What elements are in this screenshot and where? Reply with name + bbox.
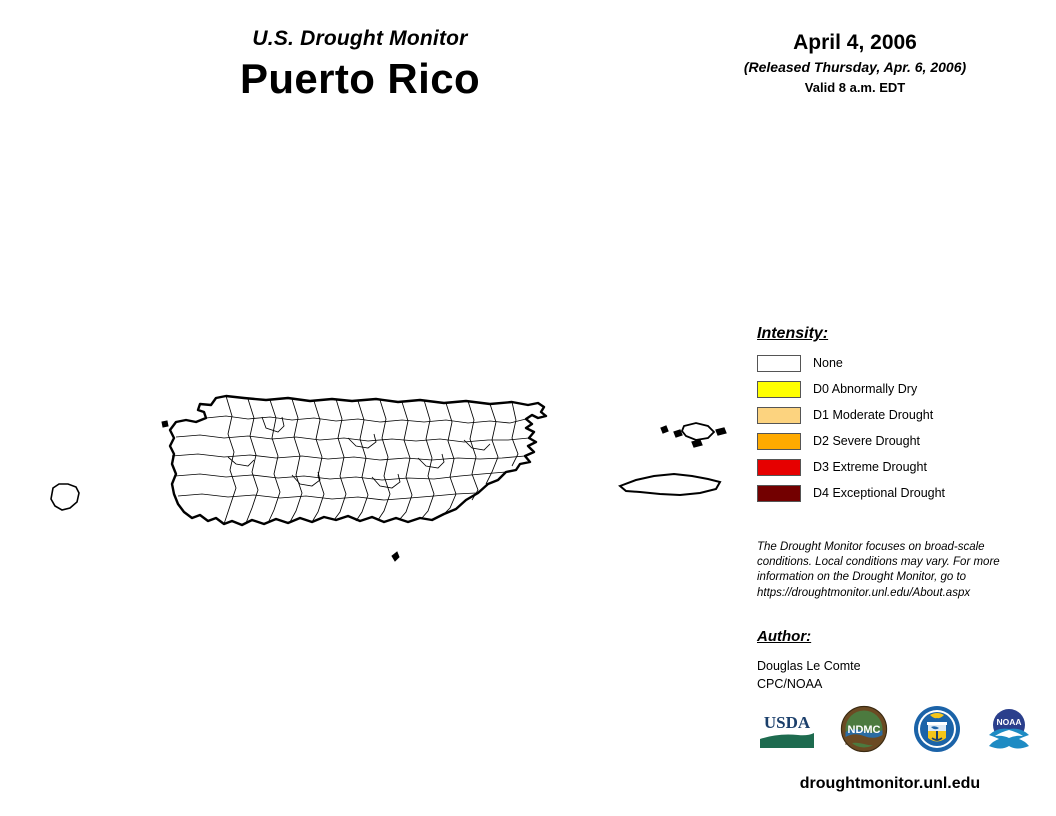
island-caja-de-muertos xyxy=(391,551,400,562)
date-block: April 4, 2006 (Released Thursday, Apr. 6… xyxy=(700,31,1010,96)
island-mona xyxy=(50,483,80,511)
legend-label-d4: D4 Exceptional Drought xyxy=(813,486,946,501)
legend-item-d1: D1 Moderate Drought xyxy=(757,404,1037,427)
valid-time: Valid 8 a.m. EDT xyxy=(804,80,906,96)
logo-row: USDA NDMC xyxy=(758,702,1033,760)
svg-text:NDMC: NDMC xyxy=(848,724,881,736)
released-date: (Released Thursday, Apr. 6, 2006) xyxy=(743,59,967,76)
footer-url[interactable]: droughtmonitor.unl.edu xyxy=(799,775,981,792)
puerto-rico-map xyxy=(20,360,740,610)
legend-swatch-d2 xyxy=(757,433,801,450)
program-title: U.S. Drought Monitor xyxy=(252,27,468,50)
svg-text:NOAA: NOAA xyxy=(996,717,1021,727)
legend-item-d2: D2 Severe Drought xyxy=(757,430,1037,453)
legend-item-d3: D3 Extreme Drought xyxy=(757,456,1037,479)
svg-text:USDA: USDA xyxy=(764,713,811,732)
island-desecheo xyxy=(161,420,169,428)
title-block: U.S. Drought Monitor Puerto Rico xyxy=(150,28,570,102)
disclaimer-line-2: conditions. Local conditions may vary. F… xyxy=(757,556,1000,569)
legend-label-none: None xyxy=(813,356,843,371)
author-title: Author: xyxy=(757,628,812,645)
legend-label-d1: D1 Moderate Drought xyxy=(813,408,934,423)
unl-seal-logo xyxy=(913,705,961,758)
author-block: Author: Douglas Le Comte CPC/NOAA xyxy=(757,628,1019,694)
legend-swatch-d0 xyxy=(757,381,801,398)
legend-label-d0: D0 Abnormally Dry xyxy=(813,382,918,397)
disclaimer-line-3: information on the Drought Monitor, go t… xyxy=(757,571,967,584)
legend-label-d2: D2 Severe Drought xyxy=(813,434,921,449)
municipality-boundaries xyxy=(171,395,530,525)
usda-logo: USDA xyxy=(758,707,816,755)
legend-title: Intensity: xyxy=(757,325,829,342)
main-island-group xyxy=(168,394,548,527)
legend-swatch-d4 xyxy=(757,485,801,502)
island-vieques xyxy=(618,472,722,497)
valid-date: April 4, 2006 xyxy=(793,31,917,54)
ndmc-logo: NDMC xyxy=(840,705,888,758)
legend-swatch-none xyxy=(757,355,801,372)
noaa-logo: NOAA xyxy=(985,705,1033,758)
legend-label-d3: D3 Extreme Drought xyxy=(813,460,927,475)
author-name: Douglas Le Comte xyxy=(757,659,861,673)
intensity-legend: Intensity: None D0 Abnormally Dry D1 Mod… xyxy=(757,325,1037,508)
legend-swatch-d3 xyxy=(757,459,801,476)
disclaimer-line-1: The Drought Monitor focuses on broad-sca… xyxy=(757,541,985,553)
legend-item-d4: D4 Exceptional Drought xyxy=(757,482,1037,505)
disclaimer-link[interactable]: https://droughtmonitor.unl.edu/About.asp… xyxy=(757,586,971,599)
author-affiliation: CPC/NOAA xyxy=(757,676,823,691)
legend-item-d0: D0 Abnormally Dry xyxy=(757,378,1037,401)
island-culebra xyxy=(660,422,727,448)
legend-swatch-d1 xyxy=(757,407,801,424)
main-island-outline xyxy=(168,394,548,527)
disclaimer-text: The Drought Monitor focuses on broad-sca… xyxy=(757,540,1019,601)
region-title: Puerto Rico xyxy=(239,55,481,102)
legend-item-none: None xyxy=(757,352,1037,375)
